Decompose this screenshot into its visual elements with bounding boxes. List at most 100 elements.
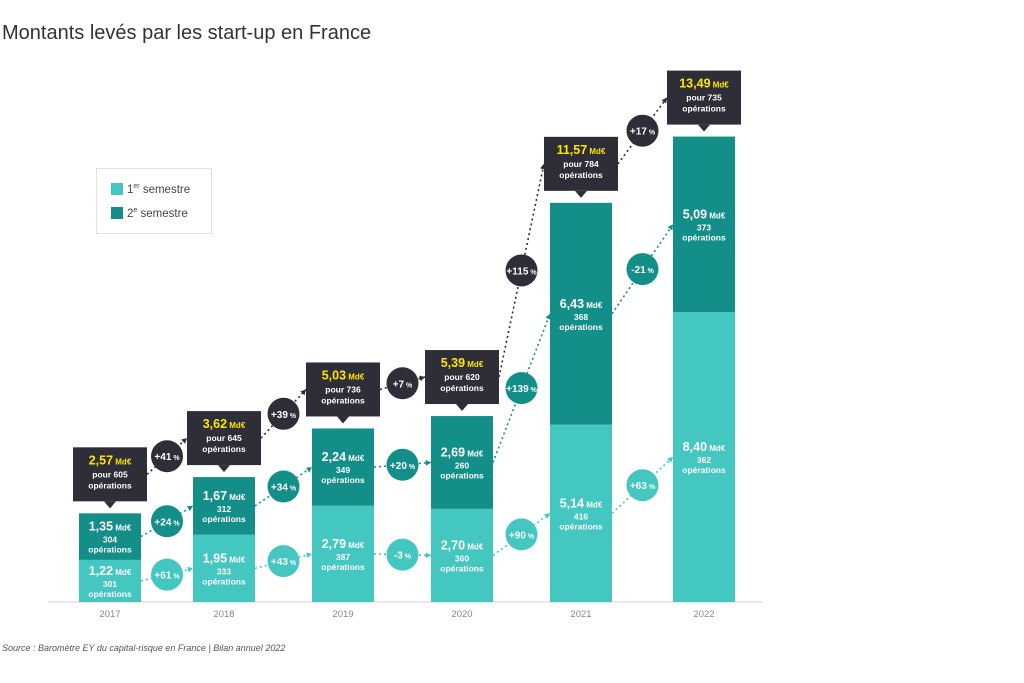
total-growth-label-3: +115 % — [506, 266, 537, 277]
total-box-pointer-2019 — [337, 416, 349, 424]
bar-s2-2019 — [312, 428, 374, 506]
total-opsword-2017: opérations — [88, 480, 132, 490]
bar-s1-2020 — [431, 508, 493, 602]
total-box-pointer-2017 — [104, 501, 116, 509]
s2-connector-3 — [492, 313, 551, 463]
legend-item-s2: 2e semestre — [111, 207, 188, 220]
label-s1-value-2021: 5,14 Md€ — [560, 496, 603, 510]
total-value-2017: 2,57 Md€ — [89, 453, 132, 467]
label-s2-value-2017: 1,35 Md€ — [89, 520, 132, 534]
s1-arrow-4 — [667, 457, 673, 463]
total-box-pointer-2022 — [698, 124, 710, 132]
s1-arrow-1 — [306, 552, 312, 558]
s1-growth-label-0: +61 % — [154, 571, 180, 582]
label-s2-opsword-2017: opérations — [88, 545, 132, 555]
total-opsword-2020: opérations — [440, 383, 484, 393]
total-box-pointer-2020 — [456, 404, 468, 412]
label-s1-opsword-2021: opérations — [559, 521, 603, 531]
total-arrow-0 — [181, 438, 187, 444]
label-s1-value-2020: 2,70 Md€ — [441, 538, 484, 552]
label-s1-value-2018: 1,95 Md€ — [203, 551, 246, 565]
bar-s1-2017 — [79, 559, 141, 602]
s1-growth-label-2: -3 % — [394, 551, 412, 562]
label-s1-opsword-2017: opérations — [88, 589, 132, 599]
label-s2-ops-2018: 312 — [217, 504, 231, 514]
chart-title: Montants levés par les start-up en Franc… — [2, 22, 372, 44]
label-s2-opsword-2021: opérations — [559, 322, 603, 332]
total-growth-circle-1 — [267, 397, 300, 430]
total-value-2018: 3,62 Md€ — [203, 417, 246, 431]
label-s1-ops-2018: 333 — [217, 566, 231, 576]
total-ops-2018: pour 645 — [206, 433, 242, 443]
s1-arrow-2 — [425, 552, 431, 559]
total-connector-3 — [498, 163, 545, 378]
bar-s2-2018 — [193, 477, 255, 535]
legend-swatch-s1 — [111, 183, 123, 196]
x-tick-2022: 2022 — [693, 609, 714, 620]
legend-label-s2: 2e semestre — [127, 207, 188, 220]
total-growth-label-1: +39 % — [271, 410, 297, 421]
bar-s1-2021 — [550, 424, 612, 602]
total-box-2020 — [425, 350, 499, 405]
total-value-2022: 13,49 Md€ — [679, 77, 729, 91]
label-s1-ops-2021: 416 — [574, 511, 588, 521]
bar-s1-2019 — [312, 505, 374, 602]
label-s1-value-2019: 2,79 Md€ — [322, 537, 365, 551]
s2-arrow-0 — [187, 505, 193, 512]
label-s2-opsword-2018: opérations — [202, 514, 246, 524]
label-s1-value-2022: 8,40 Md€ — [683, 440, 726, 454]
bar-s1-2018 — [193, 534, 255, 602]
bar-s2-2021 — [550, 202, 612, 425]
x-tick-2018: 2018 — [213, 609, 234, 620]
total-box-2021 — [544, 136, 618, 191]
label-s2-ops-2017: 304 — [103, 535, 117, 545]
s2-growth-circle-4 — [626, 253, 659, 286]
total-growth-circle-2 — [386, 367, 419, 400]
total-opsword-2021: opérations — [559, 170, 603, 180]
total-growth-label-0: +41 % — [154, 452, 180, 463]
total-arrow-2 — [419, 375, 425, 382]
s2-growth-label-1: +34 % — [271, 483, 297, 494]
s1-growth-label-3: +90 % — [509, 530, 535, 541]
total-ops-2020: pour 620 — [444, 372, 480, 382]
s2-connector-1 — [254, 466, 313, 507]
bar-s2-2017 — [79, 513, 141, 560]
label-s2-ops-2020: 260 — [455, 460, 469, 470]
s2-arrow-1 — [306, 467, 312, 473]
s2-growth-circle-2 — [386, 448, 419, 481]
legend-swatch-s2 — [111, 207, 123, 220]
s1-growth-label-1: +43 % — [271, 557, 297, 568]
legend-label-s1: 1er semestre — [127, 183, 191, 196]
bar-s2-2020 — [431, 416, 493, 509]
total-arrow-3 — [540, 163, 546, 170]
s2-growth-label-4: -21 % — [631, 265, 654, 276]
total-growth-label-4: +17 % — [630, 127, 656, 138]
total-connector-1 — [260, 388, 307, 439]
total-value-2021: 11,57 Md€ — [557, 143, 606, 157]
x-tick-2017: 2017 — [99, 609, 120, 620]
total-value-2019: 5,03 Md€ — [322, 368, 365, 382]
legend-item-s1: 1er semestre — [111, 183, 190, 196]
label-s1-ops-2022: 362 — [697, 455, 711, 465]
label-s2-opsword-2019: opérations — [321, 475, 365, 485]
s2-growth-circle-1 — [267, 470, 300, 503]
label-s1-opsword-2019: opérations — [321, 562, 365, 572]
total-ops-2021: pour 784 — [563, 159, 599, 169]
total-opsword-2019: opérations — [321, 395, 365, 405]
s2-growth-label-3: +139 % — [506, 384, 537, 395]
total-value-2020: 5,39 Md€ — [441, 356, 484, 370]
label-s2-value-2019: 2,24 Md€ — [322, 450, 365, 464]
x-tick-2019: 2019 — [332, 609, 353, 620]
s2-arrow-3 — [545, 313, 551, 320]
total-arrow-4 — [661, 97, 667, 104]
total-box-2018 — [187, 411, 261, 466]
s1-growth-label-4: +63 % — [630, 481, 656, 492]
s2-growth-label-0: +24 % — [154, 517, 180, 528]
total-arrow-1 — [300, 389, 306, 396]
label-s2-opsword-2020: opérations — [440, 470, 484, 480]
total-box-pointer-2018 — [218, 465, 230, 473]
total-opsword-2018: opérations — [202, 444, 246, 454]
bar-s1-2022 — [673, 312, 735, 602]
